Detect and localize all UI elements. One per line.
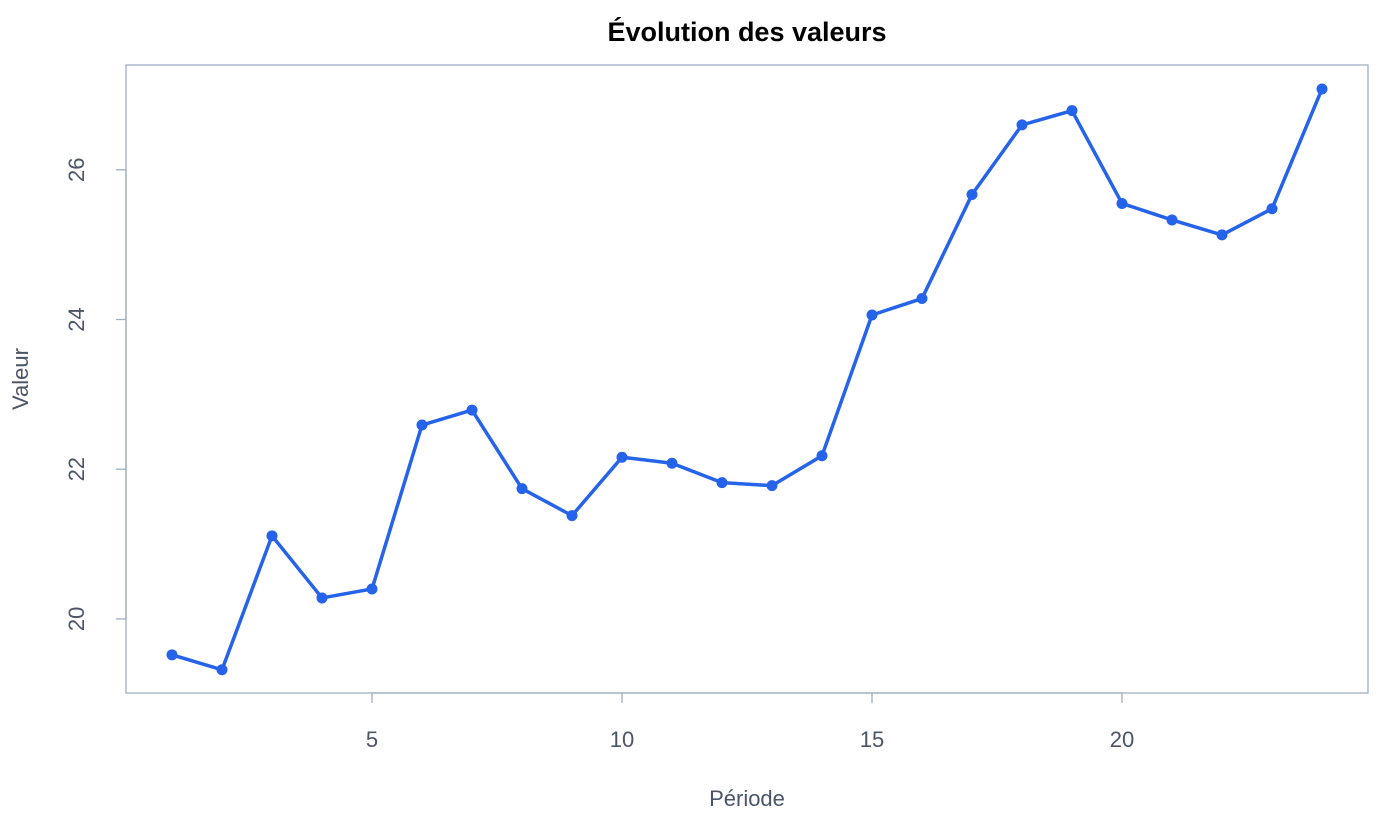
data-line [171,88,1324,672]
x-tick-label: 15 [860,727,884,752]
y-tick-label: 20 [64,607,89,631]
plot-box [125,64,1369,694]
x-tick-label: 10 [610,727,634,752]
y-tick-label: 22 [64,457,89,481]
data-point [566,510,578,522]
data-point [966,188,978,200]
data-point [716,477,728,489]
y-tick-label: 26 [64,158,89,182]
data-point [516,483,528,495]
x-tick-label: 5 [366,727,378,752]
data-point [316,592,328,604]
chart-title: Évolution des valeurs [607,16,886,47]
y-axis-title: Valeur [8,348,33,410]
data-point [166,649,178,661]
data-point [1066,105,1078,117]
data-point [1016,119,1028,131]
data-point [466,404,478,416]
data-point [266,530,278,542]
x-tick-label: 20 [1110,727,1134,752]
y-tick-label: 24 [64,307,89,331]
data-point [866,309,878,321]
data-point [916,293,928,305]
data-point [816,450,828,462]
data-point [366,583,378,595]
data-point [1116,197,1128,209]
data-point [1316,83,1328,95]
data-point [616,451,628,463]
data-point [416,419,428,431]
data-point [1266,203,1278,215]
data-point [216,664,228,676]
x-axis-title: Période [709,786,785,811]
data-point [1166,214,1178,226]
data-point [1216,229,1228,241]
data-point [766,480,778,492]
data-point [666,457,678,469]
